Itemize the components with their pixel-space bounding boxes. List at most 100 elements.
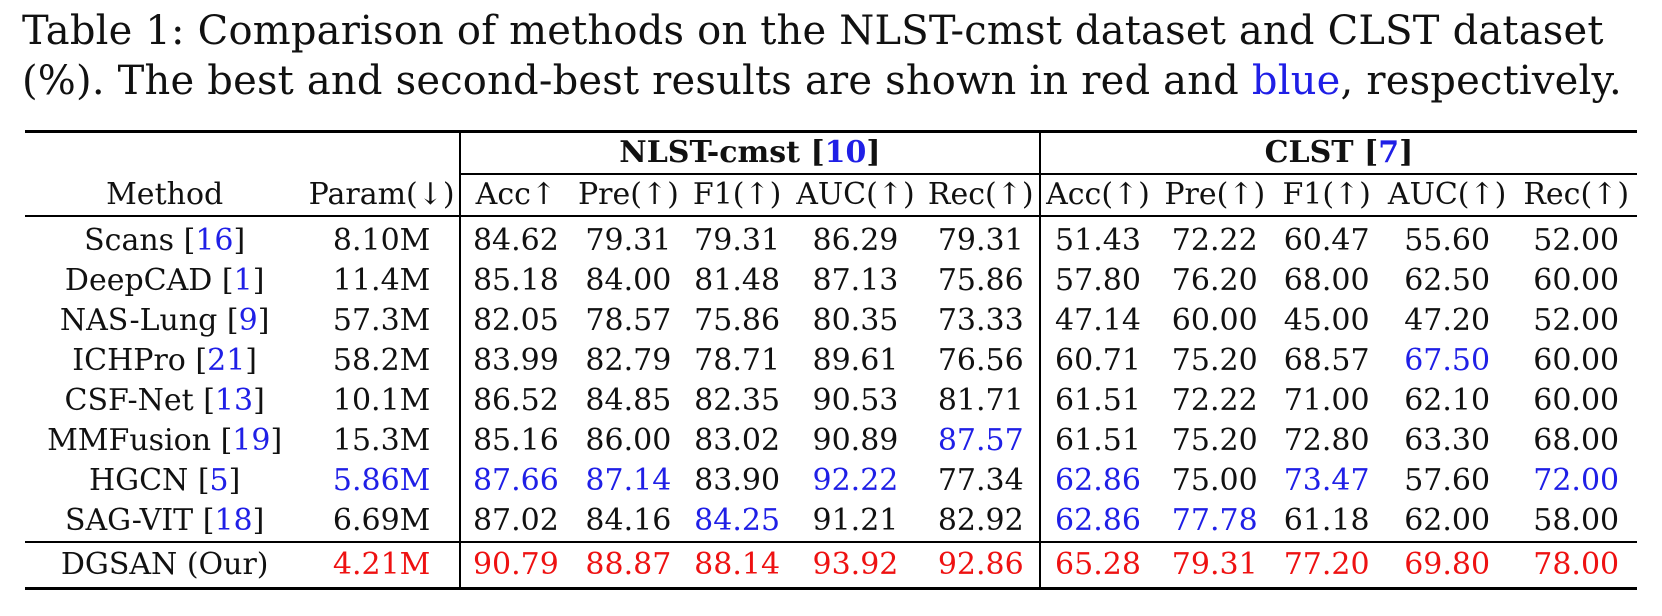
caption-blue-word: blue (1251, 58, 1341, 104)
metric-cell: 93.92 (788, 541, 923, 590)
metric-cell: 79.31 (937, 223, 1024, 258)
metric-cell: 60.00 (1533, 263, 1620, 298)
param-cell: 15.3M (332, 423, 431, 458)
metric-cell: 84.16 (585, 503, 672, 538)
metric-cell: 78.00 (1515, 541, 1637, 590)
metric-cell: 77.20 (1274, 541, 1379, 590)
column-header-nlst-auc: AUC(↑) (788, 174, 923, 217)
group-name-clst: CLST (1264, 135, 1354, 170)
method-cell: ICHPro [21] (72, 343, 258, 378)
column-header-clst-acc: Acc(↑) (1038, 174, 1156, 217)
metric-cell: 86.00 (585, 423, 672, 458)
group-name-nlst: NLST-cmst (619, 135, 801, 170)
metric-cell: 83.99 (458, 341, 571, 381)
metric-cell: 60.71 (1038, 341, 1156, 381)
metric-cell: 62.86 (1038, 501, 1156, 542)
metric-cell: 85.16 (458, 421, 571, 461)
method-cell: NAS-Lung [9] (59, 303, 270, 338)
metric-cell: 62.50 (1404, 263, 1491, 298)
metric-cell: 47.20 (1404, 303, 1491, 338)
citation-link[interactable]: 13 (214, 383, 254, 418)
metric-cell: 82.35 (694, 383, 781, 418)
metric-cell: 60.00 (1533, 343, 1620, 378)
metric-cell: 67.50 (1404, 343, 1491, 378)
metric-cell: 86.52 (458, 381, 571, 421)
metric-cell: 75.20 (1171, 343, 1258, 378)
metric-cell: 75.20 (1171, 423, 1258, 458)
metric-cell: 88.14 (685, 541, 789, 590)
table-row: DeepCAD [1] 11.4M 85.18 84.00 81.48 87.13 75.8… (25, 261, 1637, 301)
metric-cell: 87.02 (458, 501, 571, 542)
group-header-nlst: NLST-cmst [10] (458, 131, 1040, 175)
metric-cell: 62.10 (1404, 383, 1491, 418)
method-cell: HGCN [5] (88, 463, 241, 498)
metric-cell: 57.60 (1404, 463, 1491, 498)
metric-cell: 47.14 (1038, 301, 1156, 341)
metric-cell: 77.34 (937, 463, 1024, 498)
method-name: DGSAN (Our) (25, 541, 305, 590)
metric-cell: 88.87 (570, 541, 686, 590)
method-cell: DeepCAD [1] (64, 263, 265, 298)
metric-cell: 81.71 (937, 383, 1024, 418)
metric-cell: 65.28 (1038, 541, 1156, 590)
metric-cell: 57.80 (1038, 261, 1156, 301)
metric-cell: 72.00 (1533, 463, 1620, 498)
metric-cell: 69.80 (1378, 541, 1516, 590)
column-header-clst-rec: Rec(↑) (1515, 174, 1637, 217)
metric-cell: 55.60 (1404, 223, 1491, 258)
column-header-clst-f1: F1(↑) (1274, 174, 1379, 217)
metric-cell: 86.29 (812, 223, 899, 258)
metric-cell: 52.00 (1533, 303, 1620, 338)
citation-link[interactable]: 1 (233, 263, 253, 298)
citation-link[interactable]: 10 (824, 135, 867, 170)
column-header-nlst-rec: Rec(↑) (922, 174, 1040, 217)
table-body: Scans [16] 8.10M 84.62 79.31 79.31 86.29 79.31… (25, 216, 1637, 590)
method-cell: CSF-Net [13] (64, 383, 265, 418)
metric-cell: 68.57 (1283, 343, 1370, 378)
metric-cell: 75.86 (937, 263, 1024, 298)
metric-cell: 58.00 (1533, 503, 1620, 538)
method-name: MMFusion (47, 423, 212, 458)
metric-cell: 61.51 (1038, 421, 1156, 461)
metric-cell: 61.18 (1283, 503, 1370, 538)
metric-cell: 79.31 (585, 223, 672, 258)
metric-cell: 90.89 (812, 423, 899, 458)
method-name: ICHPro (72, 343, 186, 378)
metric-cell: 63.30 (1404, 423, 1491, 458)
table-row: SAG-VIT [18] 6.69M 87.02 84.16 84.25 91.21 82.… (25, 501, 1637, 542)
metric-cell: 78.71 (694, 343, 781, 378)
metric-cell: 72.22 (1171, 383, 1258, 418)
citation-link[interactable]: 16 (195, 223, 234, 258)
metric-cell: 75.86 (694, 303, 781, 338)
param-cell: 5.86M (332, 463, 431, 498)
metric-cell: 92.22 (812, 463, 899, 498)
metric-cell: 52.00 (1533, 223, 1620, 258)
citation-link[interactable]: 21 (207, 343, 246, 378)
citation-link[interactable]: 19 (232, 423, 271, 458)
citation-link[interactable]: 18 (214, 503, 253, 538)
metric-cell: 82.92 (937, 503, 1024, 538)
metric-cell: 78.57 (585, 303, 672, 338)
citation-link[interactable]: 7 (1378, 135, 1400, 170)
column-header-row: Method Param(↓) Acc↑ Pre(↑) F1(↑) AUC(↑)… (25, 174, 1637, 217)
column-header-method: Method (25, 174, 305, 217)
metric-cell: 71.00 (1283, 383, 1370, 418)
metric-cell: 73.47 (1283, 463, 1370, 498)
method-cell: MMFusion [19] (47, 423, 283, 458)
method-name: DeepCAD (64, 263, 213, 298)
metric-cell: 82.05 (458, 301, 571, 341)
metric-cell: 87.13 (812, 263, 899, 298)
group-header-clst: CLST [7] (1038, 131, 1637, 175)
metric-cell: 62.86 (1038, 461, 1156, 501)
metric-cell: 72.22 (1171, 223, 1258, 258)
citation-link[interactable]: 9 (238, 303, 258, 338)
method-name: NAS-Lung (59, 303, 218, 338)
metric-cell: 60.00 (1533, 383, 1620, 418)
metric-cell: 79.31 (694, 223, 781, 258)
column-header-nlst-f1: F1(↑) (685, 174, 789, 217)
metric-cell: 68.00 (1283, 263, 1370, 298)
metric-cell: 87.14 (585, 463, 672, 498)
metric-cell: 92.86 (922, 541, 1040, 590)
table-row: Scans [16] 8.10M 84.62 79.31 79.31 86.29 79.31… (25, 216, 1637, 261)
citation-link[interactable]: 5 (209, 463, 229, 498)
